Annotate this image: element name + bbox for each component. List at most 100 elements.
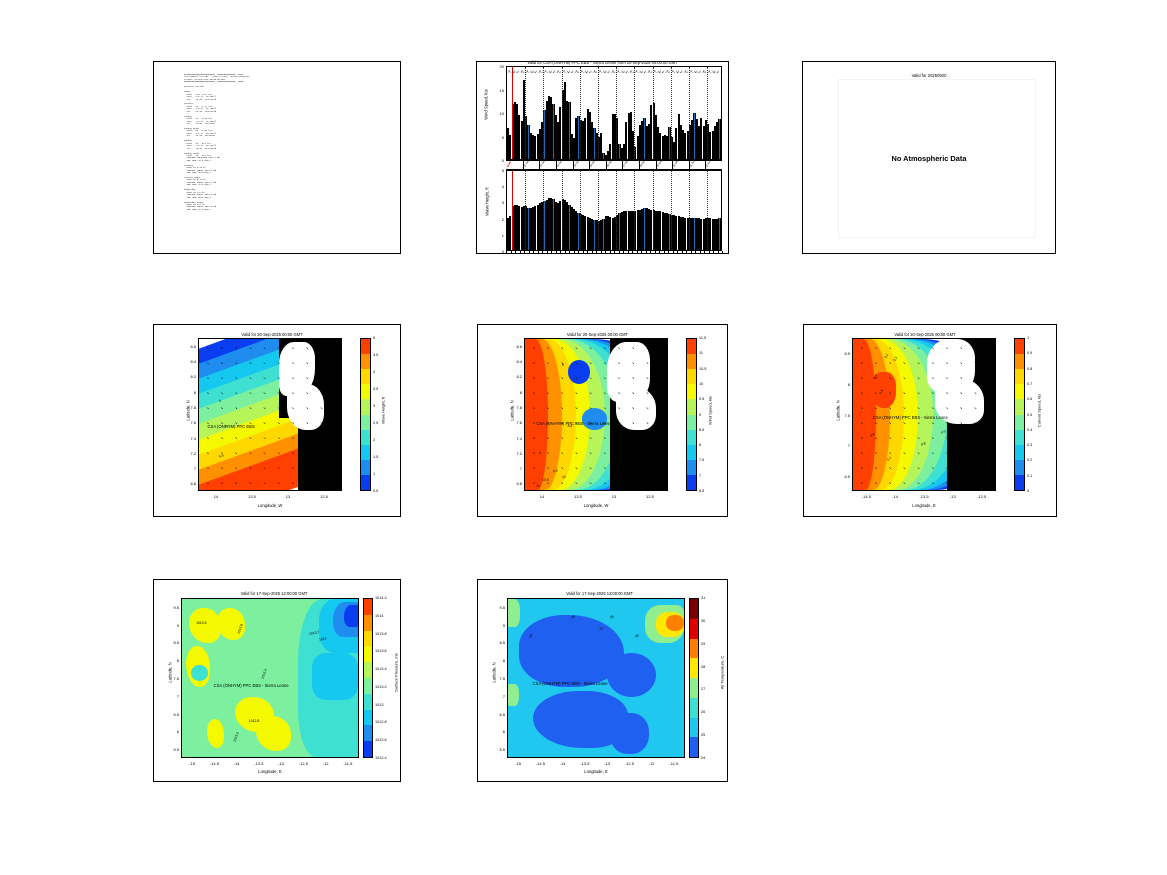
wind-arrow: ↗ (507, 69, 511, 74)
wind-bar (641, 121, 644, 159)
vector-arrow: ↘ (973, 390, 977, 395)
wind-arrow: ↖ (520, 69, 524, 74)
wave-bar (586, 217, 589, 250)
x-minor-tick (564, 251, 566, 254)
wind-bar (568, 101, 571, 159)
vector-arrow: ↘ (874, 360, 878, 365)
contour-label: 10.5 (542, 477, 549, 482)
vector-arrow: ↘ (617, 390, 621, 395)
vector-arrow: ↘ (560, 345, 564, 350)
pressure-map-xlabel: Longitude, E (258, 769, 282, 774)
wind-arrow: ← (691, 69, 696, 74)
x-tick: -13 (604, 761, 610, 766)
temp-band (518, 614, 625, 688)
x-minor-tick (654, 251, 656, 254)
gridline (670, 171, 672, 250)
wind-speed-colorbar (686, 338, 697, 491)
vector-arrow: ↘ (888, 466, 892, 471)
vector-arrow: ↘ (902, 436, 906, 441)
wind-arrow: ↙ (625, 69, 629, 74)
y-tick: 7 (193, 466, 196, 472)
x-minor-tick (663, 251, 665, 254)
vector-arrow: ↘ (248, 405, 252, 410)
wind-arrow: ↖ (611, 69, 615, 74)
current-map-title: Valid for 20-Sep-2025 00:00 GMT (894, 332, 956, 337)
x-tick: -14 (233, 761, 240, 766)
vector-arrow: ↘ (860, 390, 863, 395)
colorbar-segment (687, 384, 696, 400)
x-minor-tick (686, 251, 687, 254)
x-tick: -14.5 (535, 761, 545, 766)
colorbar-tick: 6.5 (699, 489, 705, 493)
colorbar-segment (1015, 429, 1024, 445)
vector-arrow: ↘ (588, 436, 592, 441)
x-minor-tick (695, 251, 696, 254)
site-label: CSA (ONHYM) PPC EBS - Sierra Leone (213, 682, 289, 688)
vector-arrow: ↘ (574, 345, 578, 350)
x-minor-tick (551, 251, 552, 254)
pressure-low (190, 665, 209, 682)
colorbar-tick: 1012.8 (375, 720, 387, 725)
colorbar-tick: 9 (699, 412, 702, 417)
vector-arrow: ↘ (659, 436, 663, 441)
y-tick: 8 (176, 658, 179, 664)
colorbar-tick: 0.3 (1027, 443, 1033, 448)
wind-arrow: ↓ (668, 69, 671, 74)
wind-bar (577, 115, 580, 159)
wind-arrow: ↗ (525, 69, 529, 74)
colorbar-tick: 5 (373, 336, 376, 340)
y-tick: 9.5 (499, 604, 505, 610)
y-tick: 7.6 (516, 420, 522, 426)
x-tick: -11.5 (669, 761, 679, 766)
current-speed-map-panel: Valid for 20-Sep-2025 00:00 GMT ↘ ↘ ↘ ↘ ↘ ↘ ↘ ↘… (803, 324, 1057, 517)
wind-arrow: ← (509, 69, 514, 74)
wind-bar (666, 135, 669, 159)
wind-bar (522, 80, 526, 159)
y-tick: 10 (499, 111, 504, 116)
wave-bar (566, 202, 569, 250)
wave-bar (668, 214, 671, 250)
vector-arrow: ↘ (902, 481, 906, 486)
vector-arrow: ↘ (206, 466, 209, 471)
colorbar-segment (364, 709, 372, 726)
colorbar-tick: 2.5 (373, 421, 379, 425)
colorbar-segment (690, 678, 698, 699)
colorbar-tick: 0.6 (1027, 397, 1033, 402)
vector-arrow: ↘ (319, 451, 323, 456)
vector-arrow: ↘ (206, 405, 209, 410)
vector-arrow: ↘ (206, 375, 209, 380)
wind-bar (720, 111, 721, 159)
wave-bar (593, 219, 596, 250)
wind-bar (613, 114, 616, 159)
wind-arrow: ↑ (604, 69, 607, 74)
wind-bar (516, 104, 519, 159)
vector-arrow: ↘ (574, 466, 578, 471)
colorbar-segment (690, 599, 698, 620)
x-minor-tick (704, 251, 705, 254)
wind-arrow: ↓ (613, 69, 616, 74)
x-tick: -14.5 (861, 494, 871, 499)
vector-arrow: ↘ (973, 451, 977, 456)
vector-arrow: ↘ (874, 451, 878, 456)
date-label: 29-Sep (655, 159, 663, 168)
colorbar-tick: 2 (373, 438, 376, 442)
vector-arrow: ↘ (659, 466, 663, 471)
wave-bar (641, 208, 644, 250)
y-tick: 8 (519, 389, 522, 395)
low-core (581, 408, 608, 430)
vector-arrow: ↘ (220, 345, 224, 350)
wind-arrow: ↙ (643, 69, 647, 74)
coastline-land (615, 387, 656, 430)
wind-bar (572, 138, 576, 159)
vector-arrow: ↘ (234, 345, 238, 350)
vector-arrow: ↘ (248, 481, 252, 486)
x-minor-tick (533, 251, 534, 254)
date-separator (672, 161, 674, 169)
x-minor-tick (528, 251, 530, 254)
wind-arrow: ↓ (541, 69, 544, 74)
wind-bar (677, 114, 680, 159)
wave-bar (720, 215, 721, 250)
vector-arrow: ↘ (234, 421, 238, 426)
x-minor-tick (519, 251, 521, 254)
wind-arrow: ← (618, 69, 623, 74)
